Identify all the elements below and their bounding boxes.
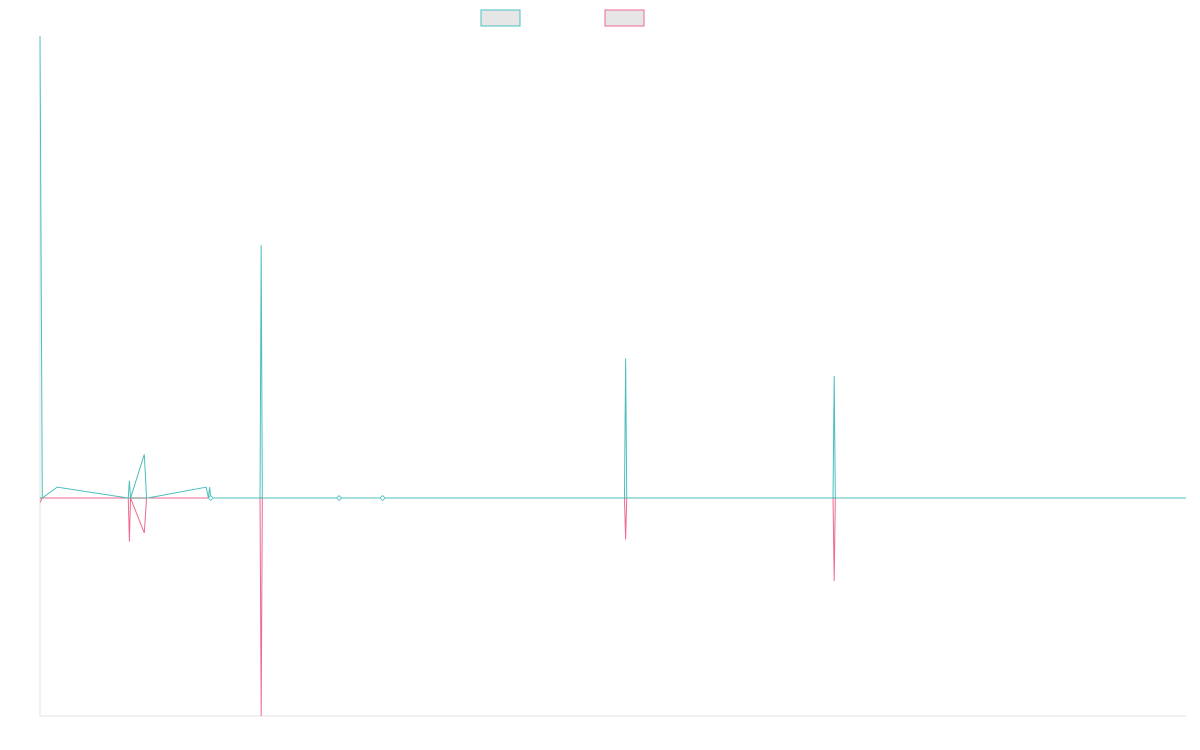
series-line-1 xyxy=(39,35,1186,500)
chart-axes xyxy=(39,36,1186,717)
plot-area xyxy=(39,35,1186,717)
data-point-marker-1 xyxy=(207,494,214,502)
data-point-marker-2 xyxy=(336,494,343,502)
chart-legend xyxy=(480,9,645,27)
series-line-2 xyxy=(39,497,1186,717)
legend-swatch-2 xyxy=(604,9,645,27)
legend-swatch-1 xyxy=(480,9,521,27)
data-point-marker-3 xyxy=(379,494,386,502)
